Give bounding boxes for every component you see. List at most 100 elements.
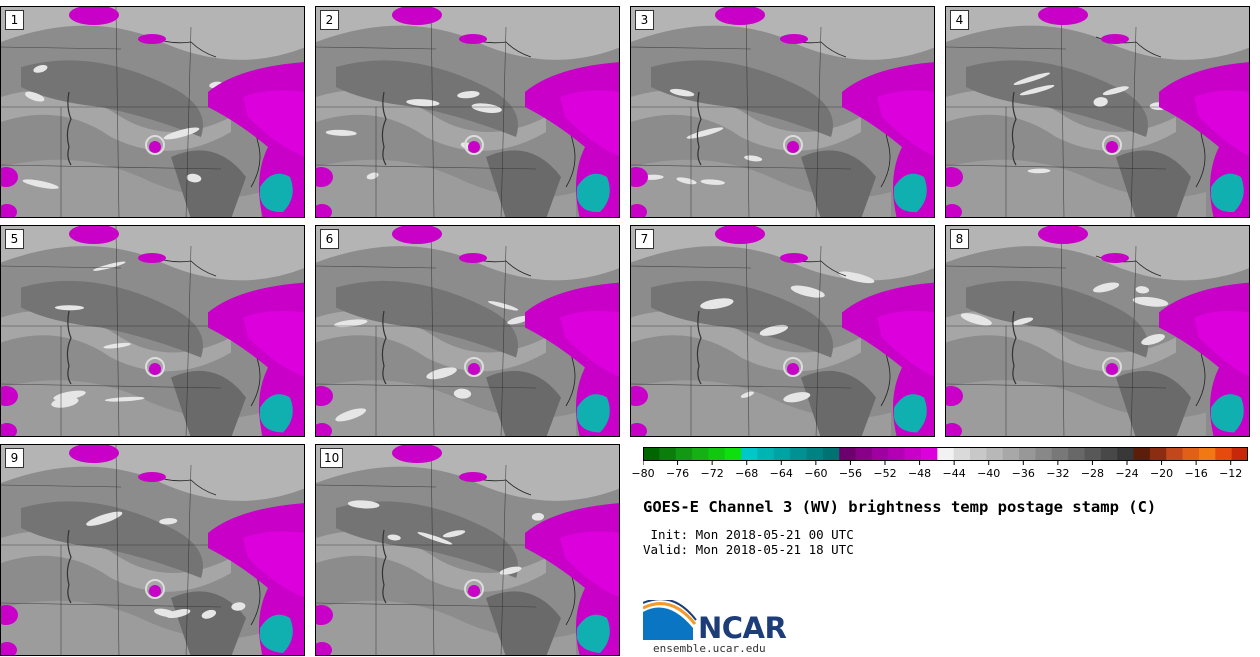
panel-number: 9 bbox=[5, 448, 24, 468]
colorbar-swatch bbox=[822, 447, 840, 461]
bright-streak bbox=[1132, 296, 1169, 307]
colorbar-tick-label: −44 bbox=[942, 467, 966, 480]
river-line bbox=[1011, 91, 1017, 166]
swirl bbox=[1102, 135, 1122, 155]
river-line bbox=[381, 529, 387, 604]
cold-cloud-tops bbox=[138, 253, 166, 263]
bright-streak bbox=[700, 179, 725, 185]
bright-streak bbox=[471, 103, 502, 113]
cold-cloud-tops bbox=[316, 386, 333, 406]
state-border bbox=[1130, 26, 1137, 217]
state-border bbox=[745, 7, 750, 217]
map-image bbox=[316, 7, 619, 217]
moisture-band bbox=[316, 226, 619, 281]
colorbar-tick-label: −52 bbox=[873, 467, 897, 480]
swirl bbox=[145, 135, 165, 155]
colorbar-swatch bbox=[675, 447, 693, 461]
cold-cloud-tops bbox=[392, 7, 442, 25]
bright-streak bbox=[426, 367, 457, 380]
bright-streak bbox=[347, 500, 380, 509]
map-image bbox=[316, 226, 619, 436]
colorbar-swatch bbox=[1035, 447, 1053, 461]
colorbar-swatch bbox=[970, 447, 987, 461]
cold-cloud-tops bbox=[1, 642, 17, 655]
bright-streak bbox=[163, 127, 200, 140]
bright-streak bbox=[669, 88, 695, 97]
state-border bbox=[1130, 245, 1137, 436]
dry-slot bbox=[171, 591, 246, 655]
cold-cloud-tops bbox=[1101, 34, 1129, 44]
state-border bbox=[631, 383, 852, 389]
map-image bbox=[631, 226, 934, 436]
colorbar-swatch bbox=[855, 447, 873, 461]
cold-cloud-tops bbox=[780, 34, 808, 44]
bright-streak bbox=[1027, 168, 1051, 174]
state-border bbox=[430, 445, 435, 655]
colorbar-swatch bbox=[708, 447, 726, 461]
dry-slot bbox=[801, 150, 876, 217]
state-border bbox=[815, 245, 822, 436]
colorbar-swatch bbox=[1002, 447, 1020, 461]
river-line bbox=[66, 91, 72, 166]
postage-stamp-panel: 4 bbox=[945, 6, 1250, 218]
bright-streak bbox=[93, 261, 126, 271]
state-border bbox=[115, 7, 120, 217]
cold-cloud-tops bbox=[1, 204, 17, 217]
bright-streak bbox=[159, 518, 178, 525]
colorbar-tick-label: −36 bbox=[1011, 467, 1035, 480]
cold-cloud-tops bbox=[1101, 253, 1129, 263]
bright-streak bbox=[387, 534, 401, 541]
bright-streak bbox=[740, 391, 754, 398]
state-border bbox=[430, 7, 435, 217]
state-border bbox=[500, 464, 507, 655]
panel-number: 6 bbox=[320, 229, 339, 249]
map-image bbox=[631, 7, 934, 217]
dry-slot bbox=[1116, 150, 1191, 217]
cold-cloud-tops bbox=[631, 204, 647, 217]
cold-cloud-tops bbox=[631, 386, 648, 406]
cold-cloud-tops bbox=[560, 310, 619, 377]
colorbar-swatch bbox=[1019, 447, 1037, 461]
state-border bbox=[316, 164, 537, 170]
river-line bbox=[66, 529, 72, 604]
valid-time: Valid: Mon 2018-05-21 18 UTC bbox=[643, 542, 854, 557]
cold-cloud-tops bbox=[243, 531, 304, 598]
state-border bbox=[1, 484, 122, 488]
colorbar-swatch bbox=[643, 447, 660, 461]
colorbar-swatch bbox=[888, 447, 906, 461]
postage-stamp-panel: 3 bbox=[630, 6, 935, 218]
bright-streak bbox=[22, 179, 59, 189]
postage-stamp-panel: 2 bbox=[315, 6, 620, 218]
cold-cloud-tops bbox=[877, 310, 934, 377]
colorbar: −80 −76 −72 −68 −64 −60 −56 −52 −48 −44 −40 −36 −32−… bbox=[631, 447, 1248, 483]
cold-cloud-tops bbox=[1, 167, 18, 187]
colorbar-tick-label: −60 bbox=[804, 467, 828, 480]
bright-streak bbox=[531, 512, 545, 521]
state-border bbox=[1, 602, 222, 608]
river-line bbox=[1011, 310, 1017, 385]
state-border bbox=[745, 226, 750, 436]
colorbar-swatch bbox=[1231, 447, 1248, 461]
state-border bbox=[185, 464, 192, 655]
cold-cloud-cell bbox=[1106, 363, 1118, 375]
state-border bbox=[815, 26, 822, 217]
bright-streak bbox=[1013, 72, 1051, 85]
colorbar-swatch bbox=[1133, 447, 1151, 461]
colorbar-swatch bbox=[986, 447, 1004, 461]
figure-title: GOES-E Channel 3 (WV) brightness temp po… bbox=[643, 498, 1157, 516]
colorbar-tick-label: −68 bbox=[735, 467, 759, 480]
map-image bbox=[946, 7, 1249, 217]
colorbar-swatch bbox=[806, 447, 824, 461]
colorbar-swatch bbox=[1182, 447, 1200, 461]
state-border bbox=[1, 164, 222, 170]
cold-cloud-tops bbox=[459, 472, 487, 482]
state-border bbox=[1060, 7, 1065, 217]
bright-streak bbox=[334, 319, 368, 328]
cold-cloud-tops bbox=[715, 7, 765, 25]
cold-cloud-tops bbox=[946, 423, 962, 436]
bright-streak bbox=[838, 271, 875, 284]
colorbar-swatch bbox=[659, 447, 677, 461]
colorbar-swatch bbox=[757, 447, 775, 461]
cold-cloud-tops bbox=[69, 445, 119, 463]
cold-cloud-tops bbox=[1, 423, 17, 436]
